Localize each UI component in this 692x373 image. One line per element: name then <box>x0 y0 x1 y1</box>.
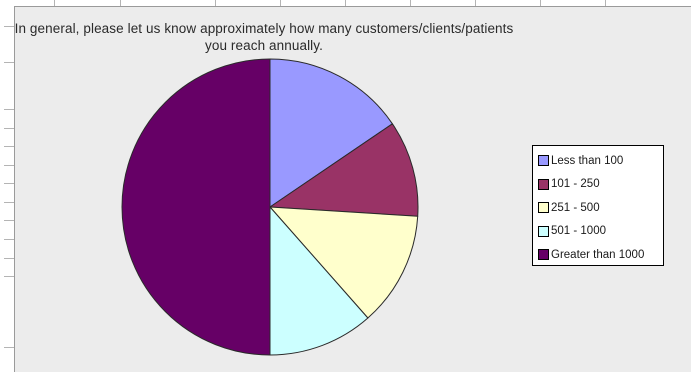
axis-tick <box>4 258 14 259</box>
axis-tick <box>345 0 346 6</box>
axis-tick <box>4 26 14 27</box>
axis-tick <box>540 0 541 6</box>
axis-tick <box>4 239 14 240</box>
axis-tick <box>4 220 14 221</box>
legend: Less than 100 101 - 250 251 - 500 501 - 100… <box>532 145 664 266</box>
axis-tick <box>54 0 55 6</box>
pie-slice-101-250 <box>269 123 419 217</box>
axis-tick <box>280 0 281 6</box>
axis-tick <box>120 0 121 6</box>
axis-tick <box>410 0 411 6</box>
pie-slice-251-500 <box>269 206 419 319</box>
legend-swatch <box>538 202 549 214</box>
pie-slice-less-than-100 <box>269 58 393 208</box>
pie-slice-greater-than-1000 <box>121 58 271 356</box>
chart-title: In general, please let us know approxima… <box>14 21 514 53</box>
axis-tick <box>4 146 14 147</box>
axis-ticks <box>0 0 14 373</box>
legend-label: Greater than 1000 <box>551 248 645 261</box>
legend-label: 501 - 1000 <box>551 225 606 238</box>
legend-swatch <box>538 249 549 261</box>
axis-tick <box>4 202 14 203</box>
axis-tick <box>4 165 14 166</box>
axis-tick <box>4 276 14 277</box>
axis-tick <box>475 0 476 6</box>
legend-label: Less than 100 <box>551 154 624 167</box>
legend-item: 251 - 500 <box>538 196 663 220</box>
legend-item: 501 - 1000 <box>538 220 663 244</box>
axis-tick <box>4 109 14 110</box>
legend-item: 101 - 250 <box>538 173 663 197</box>
axis-tick <box>4 128 14 129</box>
legend-swatch <box>538 178 549 190</box>
axis-tick <box>4 347 14 348</box>
axis-tick <box>4 183 14 184</box>
legend-swatch <box>538 225 549 237</box>
axis-tick <box>215 0 216 6</box>
pie-slice-501-1000 <box>269 206 369 356</box>
legend-swatch <box>538 155 549 167</box>
legend-label: 101 - 250 <box>551 178 600 191</box>
axis-tick <box>605 0 606 6</box>
axis-tick <box>4 62 14 63</box>
legend-label: 251 - 500 <box>551 201 600 214</box>
legend-item: Greater than 1000 <box>538 243 663 267</box>
legend-item: Less than 100 <box>538 149 663 173</box>
